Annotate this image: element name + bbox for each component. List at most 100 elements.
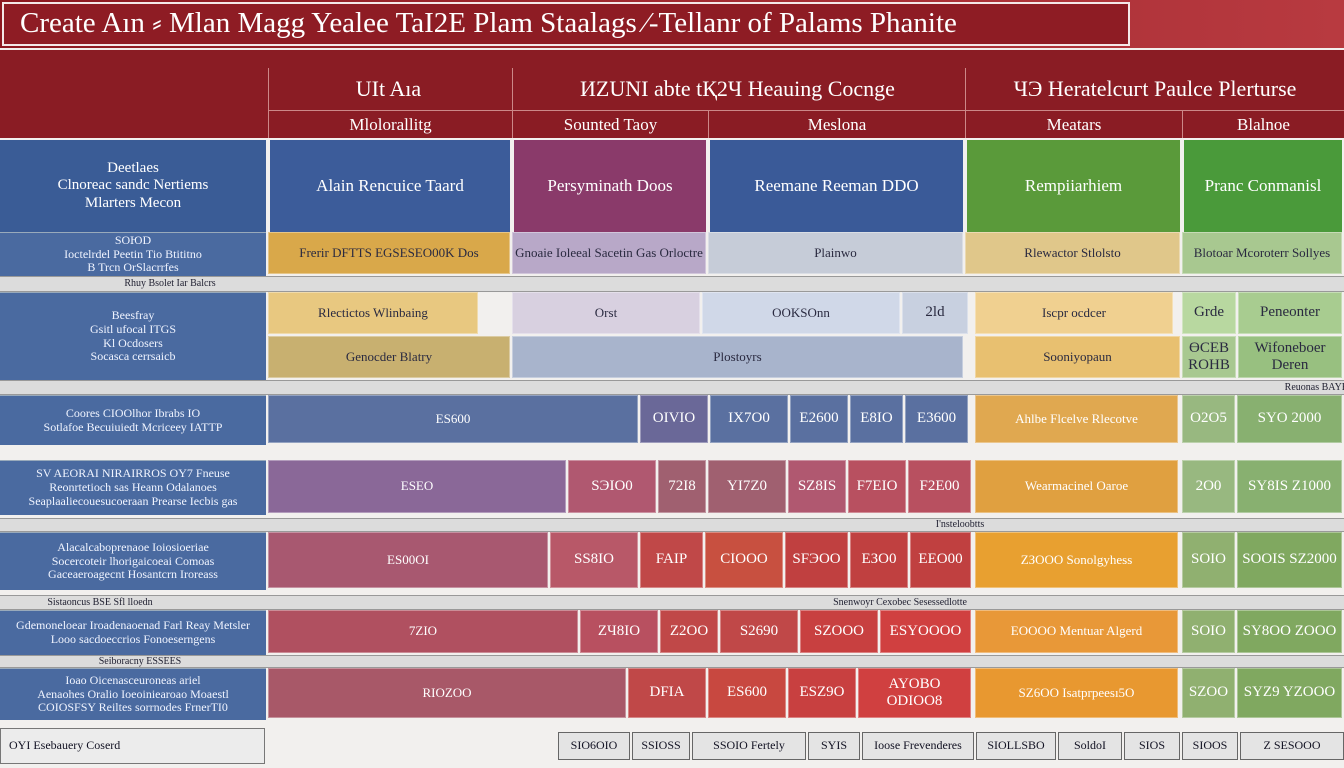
footer-cell: SIOS	[1124, 732, 1180, 760]
category-left-line: Mlarters Mecon	[84, 194, 182, 211]
footer-cell: Ioose Frevenderes	[862, 732, 974, 760]
table-cell: F7EIO	[848, 460, 906, 513]
table-cell: Wifoneboer Deren	[1238, 336, 1342, 378]
row-label: Beesfray Gsitl ufocal ITGS Kl Ocdosers Soca…	[0, 292, 266, 380]
category-left-line: Clnoreac sandc Nertiems	[57, 177, 209, 194]
table-cell: 7ZIO	[268, 610, 578, 653]
group-header: ИZUNI abte tҚ2Ч Heauing Cocnge	[512, 68, 962, 110]
table-cell: SZOOO	[800, 610, 878, 653]
row-label-line: Alacalcaboprenaoe Ioiosioeriae	[57, 539, 209, 554]
title: Create Aın ⸗ Mlan Magg Yealee TaI2E Plam…	[2, 2, 1130, 46]
footer-cell: SYIS	[808, 732, 860, 760]
table-cell: SZOO	[1182, 668, 1235, 718]
row-label-line: B Trcn OrSlacrrfes	[87, 260, 179, 275]
footer-cell: SIOOS	[1182, 732, 1238, 760]
table-cell: Plainwo	[708, 232, 963, 274]
row-label: Coores CIOOlhor Ibrabs IO Sotlafoe Becuiu…	[0, 395, 266, 445]
header-band	[0, 50, 1344, 138]
row-label-line: Ioctelrdel Peetin Tio Btititno	[64, 246, 202, 261]
category-header: Alain Rencuice Taard	[270, 140, 510, 232]
row-label-line: Ioao Oicenasceuroneas ariel	[65, 672, 201, 687]
table-cell: ZЗOOO Sonolgyhess	[975, 532, 1178, 588]
table-cell: Frerir DFTTS EGSESEO00K Dos	[268, 232, 510, 274]
table-cell: IX7O0	[710, 395, 788, 443]
sub-header: Sounted Taoy	[512, 110, 708, 138]
row-label-line: Kl Ocdosers	[103, 335, 163, 350]
row-label: SV AEORAI NIRAIRROS OY7 Fneuse Reonrtetio…	[0, 460, 266, 515]
table-cell: E3600	[905, 395, 968, 443]
footer-cell: SIO6OIO	[558, 732, 630, 760]
table-cell: Z2OO	[660, 610, 718, 653]
category-header: Persyminath Doos	[514, 140, 706, 232]
group-header: ЧЭ Heratelcuгt Paulce Plerturse	[965, 68, 1344, 110]
row-label-line: Sotlafoe Becuiuiedt Mcriceey IATTP	[43, 419, 223, 434]
table-cell: SOIO	[1182, 610, 1235, 653]
table-cell: EEO00	[910, 532, 971, 588]
row-label-line: Socasca cerrsaicb	[90, 349, 176, 364]
row-label: Alacalcaboprenaoe Ioiosioeriae Socercotei…	[0, 532, 266, 590]
row-label-line: Gaceaeroagecnt Hosantcrn Iroreass	[48, 567, 218, 582]
table-cell: DFIA	[628, 668, 706, 718]
category-left-line: Deetlaes	[107, 160, 159, 177]
table-cell: ЕOOOO Mentuar Algerd	[975, 610, 1178, 653]
row-label-line: Gdemoneloear Iroadenaoenad Farl Reay Met…	[16, 618, 250, 633]
table-cell: Grde	[1182, 292, 1236, 334]
category-header: Rempiiarhiem	[967, 140, 1180, 232]
table-cell: Ahlbe Flcelve Rlecotve	[975, 395, 1178, 443]
row-label-line: Aenaohes Oralio Ioeoiniearoao Moaestl	[37, 686, 229, 701]
row-label-line: Coores CIOOlhor Ibrabs IO	[65, 405, 201, 420]
row-label: Ioao Oicenasceuroneas ariel Aenaohes Oral…	[0, 668, 266, 720]
table-cell: SZ8IS	[788, 460, 846, 513]
sub-header: Mlolorallitg	[268, 110, 512, 138]
table-cell: Gnoaie Ioleeal Sacetin Gas Orloctre	[512, 232, 706, 274]
separator-bar	[0, 655, 1344, 668]
table-cell: SZ6OO Isatprpeesı5O	[975, 668, 1178, 718]
separator-bar	[0, 518, 1344, 532]
separator-label: Reuonas BAYBE SEЭ	[1284, 381, 1344, 393]
table-cell: ES600	[268, 395, 638, 443]
category-header: Pranc Conmanisl	[1184, 140, 1342, 232]
table-cell: ES00OI	[268, 532, 548, 588]
separator-label: Sistaoncus BSE Sfl lloedn	[47, 596, 153, 608]
sub-header: Meslona	[708, 110, 965, 138]
separator-bar	[0, 276, 1344, 292]
separator-bar	[0, 595, 1344, 610]
table-cell: AYOBO ODIOO8	[858, 668, 971, 718]
category-header: Reemane Reeman DDO	[710, 140, 963, 232]
table-cell: 2ld	[902, 292, 968, 334]
table-cell: SY8IS Z1000	[1237, 460, 1342, 513]
table-cell: F2E00	[908, 460, 971, 513]
row-label-line: Looo sacdoeccrios Fonoeserngens	[50, 632, 216, 646]
row-label-line: Beesfray	[111, 307, 155, 322]
row-label-line: ЅOЮD	[114, 232, 152, 247]
category-left: Deetlaes Clnoreac sandc Nertiems Mlarters …	[0, 140, 266, 232]
table-cell: 2O0	[1182, 460, 1235, 513]
table-cell: RIOZOO	[268, 668, 626, 718]
table-cell: Wearmacinel Oaroe	[975, 460, 1178, 513]
table-cell: SS8IO	[550, 532, 638, 588]
table-cell: E8IO	[850, 395, 903, 443]
table-cell: ӨCEB ROHB	[1182, 336, 1236, 378]
table-cell: E2600	[790, 395, 848, 443]
row-label-line: Socercoteir lhorigaicoeai Comoas	[51, 553, 215, 568]
table-cell: Plostoyrs	[512, 336, 963, 378]
footer-cell: SSOIO Fertely	[692, 732, 806, 760]
table-cell: SYO 2000	[1237, 395, 1342, 443]
sub-header: Meatars	[965, 110, 1182, 138]
table-cell: SY8OO ZOOO	[1237, 610, 1342, 653]
table-cell: EЗO0	[850, 532, 908, 588]
table-cell: Orst	[512, 292, 700, 334]
table-cell: SЭIO0	[568, 460, 656, 513]
footer-cell: Z SESOOO	[1240, 732, 1344, 760]
table-cell: S2690	[720, 610, 798, 653]
table-cell: CIOOO	[705, 532, 783, 588]
separator-bar	[0, 380, 1344, 395]
group-header: UIt Aıa	[268, 68, 508, 110]
row-label-line: Seaplaaliecouesucoeraan Prearse Iecbis g…	[28, 493, 238, 508]
separator-label: Seiboracny ESSEES	[98, 655, 182, 667]
table-cell: YI7Z0	[708, 460, 786, 513]
footer-label: OYI Esebauery Coserd	[0, 728, 265, 764]
table-cell: ES600	[708, 668, 786, 718]
table-cell: ESYOOOO	[880, 610, 971, 653]
